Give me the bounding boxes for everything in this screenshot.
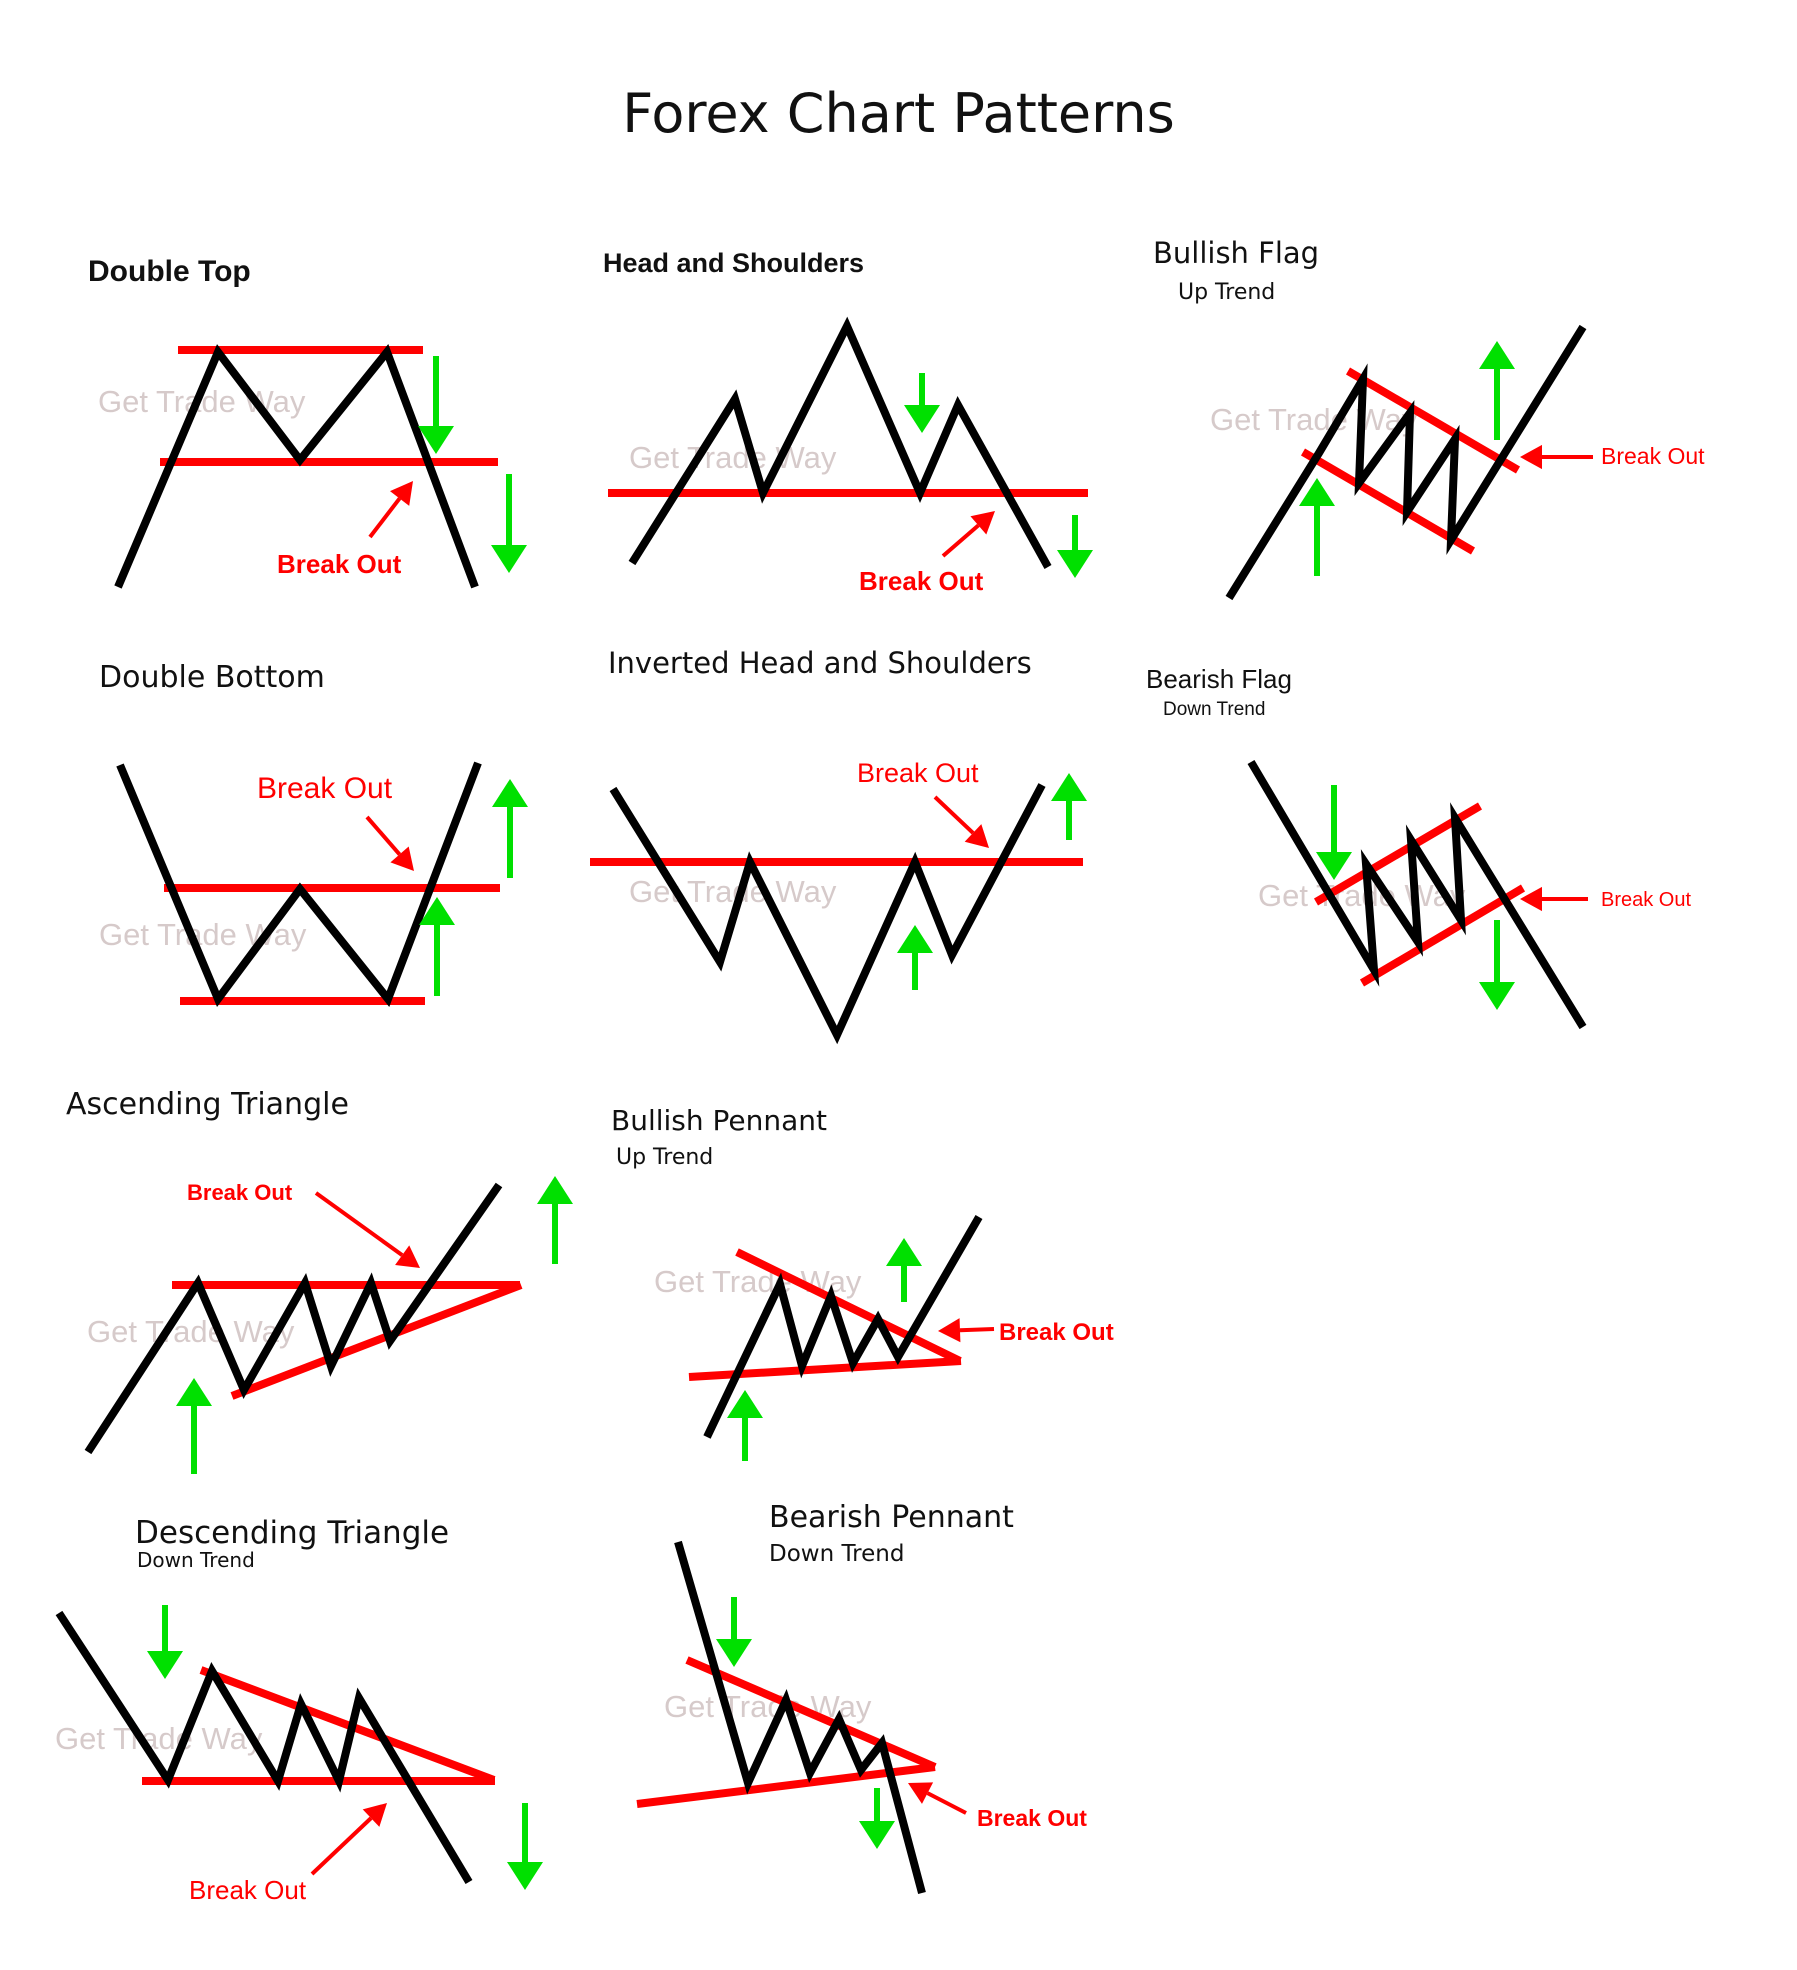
inv-head-shoulders-breakout-label: Break Out [857, 758, 979, 788]
head-shoulders-title: Head and Shoulders [603, 248, 865, 278]
ascending-triangle-arrow-2 [537, 1176, 573, 1204]
double-top-breakout-label: Break Out [277, 549, 402, 579]
descending-triangle-subtitle: Down Trend [137, 1548, 255, 1572]
inv-head-shoulders-arrow-2 [1051, 773, 1087, 801]
bullish-flag-subtitle: Up Trend [1178, 280, 1276, 305]
double-bottom-breakout-arrow [390, 846, 414, 871]
double-top-price [114, 344, 479, 589]
bearish-pennant-breakout-arrow-shaft [926, 1791, 967, 1815]
ascending-triangle-title: Ascending Triangle [66, 1087, 349, 1122]
bearish-flag-breakout-arrow [1520, 886, 1542, 912]
bullish-pennant-price [703, 1214, 983, 1439]
double-top-breakout-arrow [390, 481, 413, 506]
bullish-pennant-breakout-label: Break Out [999, 1319, 1114, 1346]
bullish-pennant-subtitle: Up Trend [616, 1145, 714, 1170]
inv-head-shoulders-breakout-arrow-shaft [933, 795, 975, 835]
descending-triangle-breakout-label: Break Out [189, 1875, 307, 1905]
inverted-head-shoulders-title: Inverted Head and Shoulders [608, 646, 1032, 680]
head-shoulders-breakout-label: Break Out [859, 566, 984, 596]
bearish-pennant-breakout-label: Break Out [977, 1805, 1087, 1831]
bullish-pennant-upper [735, 1248, 962, 1365]
inv-head-shoulders-price [609, 783, 1046, 1045]
double-bottom-breakout-label: Break Out [257, 772, 393, 805]
double-bottom-arrow-1 [419, 897, 455, 925]
head-shoulders-price [628, 316, 1052, 569]
bearish-flag-lower [1359, 884, 1526, 987]
ascending-triangle-arrow-1 [176, 1378, 212, 1406]
head-shoulders-arrow-1 [904, 405, 940, 433]
descending-triangle-resistance [199, 1666, 496, 1784]
bearish-flag-arrow-2 [1479, 982, 1515, 1010]
descending-triangle-arrow-1 [147, 1651, 183, 1679]
bearish-flag-subtitle: Down Trend [1163, 699, 1266, 720]
bearish-pennant-arrow-1 [716, 1639, 752, 1667]
bullish-flag-arrow-2 [1299, 478, 1335, 506]
ascending-triangle-breakout-arrow-shaft [314, 1191, 404, 1257]
double-bottom-price [116, 761, 482, 1008]
bullish-flag-upper [1345, 367, 1521, 474]
bullish-flag-price [1225, 324, 1587, 601]
ascending-triangle-watermark: Get Trade Way [87, 1314, 295, 1349]
bullish-flag-title: Bullish Flag [1153, 236, 1320, 270]
bullish-pennant-lower [688, 1357, 962, 1381]
double-top-breakout-arrow-shaft [368, 497, 402, 539]
bearish-pennant-price [674, 1540, 926, 1895]
double-bottom-arrow-2 [492, 779, 528, 807]
bullish-pennant-arrow-1 [727, 1390, 763, 1418]
ascending-triangle-support [230, 1281, 523, 1400]
bearish-flag-breakout-label: Break Out [1601, 889, 1691, 911]
bearish-flag-price [1247, 759, 1587, 1030]
inv-head-shoulders-arrow-1 [897, 925, 933, 953]
bullish-flag-breakout-label: Break Out [1601, 443, 1705, 469]
descending-triangle-title: Descending Triangle [135, 1515, 450, 1551]
head-shoulders-arrow-2 [1057, 550, 1093, 578]
inv-head-shoulders-watermark: Get Trade Way [629, 874, 837, 909]
descending-triangle-breakout-arrow [362, 1803, 387, 1827]
bearish-flag-watermark: Get Trade Way [1258, 878, 1466, 913]
bullish-flag-lower [1300, 448, 1476, 555]
descending-triangle-breakout-arrow-shaft [310, 1816, 373, 1876]
bullish-flag-breakout-arrow [1520, 444, 1542, 470]
double-bottom-breakout-arrow-shaft [365, 815, 402, 856]
bullish-flag-arrow-1 [1479, 341, 1515, 369]
bullish-pennant-title: Bullish Pennant [611, 1104, 828, 1137]
bearish-pennant-arrow-2 [859, 1821, 895, 1849]
bearish-flag-title: Bearish Flag [1146, 664, 1292, 694]
bullish-pennant-breakout-arrow [938, 1318, 961, 1343]
page-title: Forex Chart Patterns [622, 82, 1175, 145]
double-bottom-title: Double Bottom [99, 660, 325, 695]
bearish-pennant-upper [685, 1656, 937, 1771]
double-top-arrow-2 [491, 545, 527, 573]
double-top-title: Double Top [88, 255, 251, 288]
bullish-pennant-arrow-2 [886, 1238, 922, 1266]
head-shoulders-breakout-arrow [970, 511, 995, 535]
bearish-pennant-breakout-arrow [908, 1782, 934, 1804]
ascending-triangle-breakout-label: Break Out [187, 1180, 293, 1205]
double-top-arrow-1 [418, 426, 454, 454]
bullish-flag-watermark: Get Trade Way [1210, 402, 1418, 437]
head-shoulders-watermark: Get Trade Way [629, 440, 837, 475]
descending-triangle-arrow-2 [507, 1862, 543, 1890]
ascending-triangle-breakout-arrow [395, 1245, 420, 1268]
bearish-pennant-subtitle: Down Trend [769, 1541, 905, 1567]
bearish-pennant-lower [636, 1763, 936, 1808]
head-shoulders-breakout-arrow-shaft [941, 523, 980, 558]
inv-head-shoulders-breakout-arrow [964, 824, 989, 848]
descending-triangle-watermark: Get Trade Way [55, 1721, 263, 1756]
bearish-pennant-title: Bearish Pennant [769, 1500, 1014, 1535]
descending-triangle-price [55, 1610, 473, 1885]
bullish-pennant-breakout-arrow-shaft [959, 1327, 995, 1333]
ascending-triangle-price [84, 1182, 503, 1455]
bearish-flag-arrow-1 [1316, 852, 1352, 880]
